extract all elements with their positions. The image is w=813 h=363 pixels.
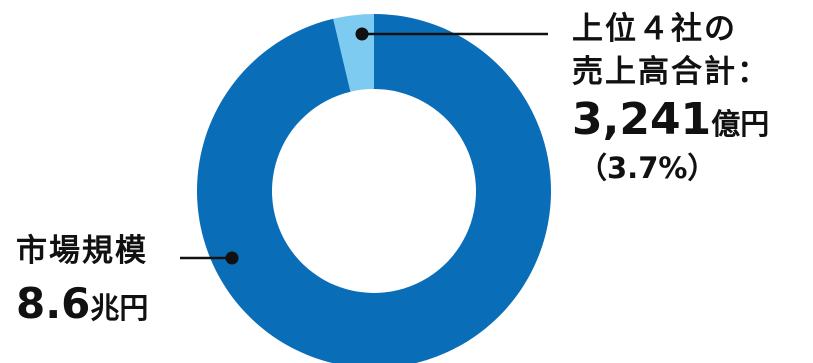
market-label-line1: 市場規模 <box>16 233 148 269</box>
market-amount: 8.6兆円 <box>16 283 148 325</box>
market-value: 8.6 <box>16 279 91 328</box>
leader-dot-market <box>225 251 239 265</box>
leader-dot-top4 <box>355 27 369 41</box>
donut-slices <box>197 14 551 363</box>
top4-amount: 3,241億円 <box>572 98 770 142</box>
top4-label: 上位４社の 売上高合計： 3,241億円 （3.7%） <box>572 14 770 183</box>
slice-market <box>197 14 551 363</box>
top4-label-line2: 売上高合計： <box>572 54 770 90</box>
top4-percent: （3.7%） <box>578 151 717 185</box>
top4-value: 3,241 <box>572 94 712 145</box>
market-unit: 兆円 <box>90 291 149 325</box>
market-label: 市場規模 8.6兆円 <box>16 236 148 325</box>
top4-unit: 億円 <box>711 107 770 141</box>
top4-label-line1: 上位４社の <box>572 11 737 47</box>
